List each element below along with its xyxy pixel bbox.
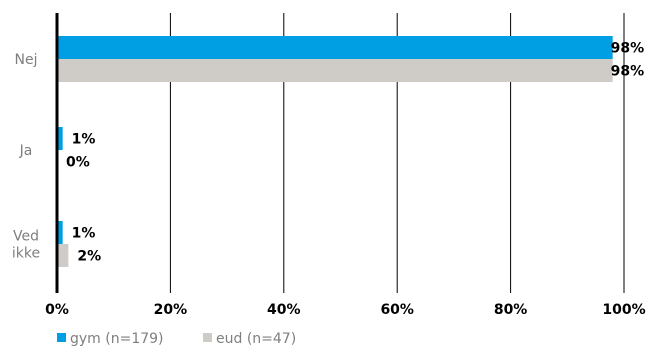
data-label-eud-ved-ikke: 2% [77,249,101,265]
x-tick-label-40: 40% [267,302,301,318]
x-tick-label-20: 20% [154,302,188,318]
legend-label-gym: gym (n=179) [70,331,164,347]
legend-swatch-gym [57,333,66,342]
x-tick-label-60: 60% [380,302,414,318]
bar-eud-ved-ikke [57,244,69,267]
x-tick-label-100: 100% [602,302,645,318]
category-labels: Nej Ja Ved ikke [12,52,40,262]
data-label-eud-nej: 98% [611,64,645,80]
bar-gym-ved-ikke [57,221,63,244]
bars [57,36,613,267]
legend-swatch-eud [203,333,212,342]
data-label-eud-ja: 0% [66,155,90,171]
bar-gym-nej [57,36,613,59]
data-labels: 98% 1% 1% 98% 0% 2% [66,41,644,265]
data-label-gym-ja: 1% [72,132,96,148]
category-label-ved-ikke: Ved ikke [12,229,40,262]
x-tick-label-80: 80% [494,302,528,318]
legend-label-eud: eud (n=47) [216,331,296,347]
bar-gym-ja [57,127,63,150]
data-label-gym-nej: 98% [611,41,645,57]
data-label-gym-ved-ikke: 1% [72,226,96,242]
category-label-nej: Nej [15,52,38,68]
category-label-ja: Ja [19,143,33,159]
bar-eud-nej [57,59,613,82]
x-tick-label-0: 0% [45,302,69,318]
x-tick-labels: 0% 20% 40% 60% 80% 100% [45,302,646,318]
legend: gym (n=179) eud (n=47) [57,331,296,347]
